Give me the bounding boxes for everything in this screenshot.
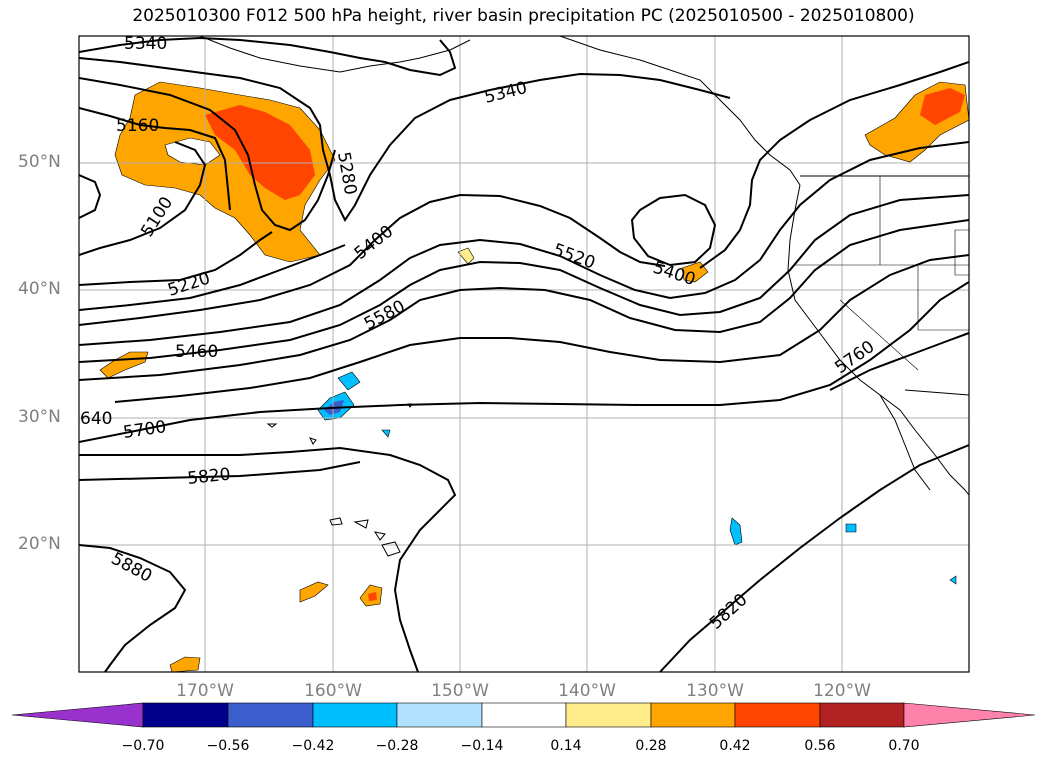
- colorbar: [11, 702, 1036, 728]
- contour-5280: [79, 77, 336, 232]
- contour-5220: [79, 231, 273, 286]
- island-hawaii-1: [329, 517, 343, 526]
- coast-baja: [879, 394, 931, 491]
- island-small-2: [266, 423, 278, 428]
- contour-5340-arc: [79, 57, 731, 222]
- precip-region-south: [169, 656, 201, 672]
- contour-5400-low: [630, 193, 717, 267]
- colorbar-segment: [312, 702, 398, 728]
- lon-label-120w: 120°W: [813, 681, 871, 701]
- coast-alaska: [199, 36, 801, 186]
- lon-label-170w: 170°W: [176, 681, 234, 701]
- contour-5340-north: [79, 36, 457, 77]
- contour-label: 640: [80, 409, 112, 429]
- colorbar-tick: 0.42: [719, 738, 751, 754]
- colorbar-segment: [396, 702, 483, 728]
- contour-5160: [79, 107, 231, 211]
- contour-5580: [79, 219, 969, 381]
- map-frame: [78, 35, 970, 673]
- colorbar-segment: [565, 702, 652, 728]
- contour-5280-b: [79, 244, 346, 311]
- colorbar-segment: [650, 702, 736, 728]
- colorbar-tick: −0.56: [206, 738, 250, 754]
- precip-core-hawaii: [368, 592, 377, 601]
- colorbar-extend-right: [903, 702, 1036, 728]
- precip-neg-small-2: [949, 575, 957, 585]
- colorbar-tick: 0.56: [804, 738, 836, 754]
- colorbar-tick: 0.14: [550, 738, 582, 754]
- lat-label-30n: 30°N: [18, 407, 61, 427]
- colorbar-extend-left: [11, 702, 144, 728]
- colorbar-tick: 0.28: [635, 738, 667, 754]
- contour-5400-east: [699, 61, 969, 269]
- contour-5820-west: [79, 461, 361, 481]
- contour-5400-west: [79, 193, 666, 326]
- colorbar-segment: [227, 702, 314, 728]
- lon-label-130w: 130°W: [686, 681, 744, 701]
- precip-region-central: [457, 247, 475, 265]
- height-contours: [79, 36, 969, 672]
- contour-5760-east: [829, 332, 969, 391]
- coast-north-america: [787, 184, 969, 496]
- lon-label-160w: 160°W: [304, 681, 362, 701]
- contour-5460: [79, 141, 969, 346]
- lat-label-20n: 20°N: [18, 534, 61, 554]
- colorbar-segment: [142, 702, 229, 728]
- lon-label-150w: 150°W: [431, 681, 489, 701]
- colorbar-tick: −0.70: [121, 738, 165, 754]
- precip-neg-central-north: [337, 371, 361, 391]
- island-hawaii-2: [353, 519, 369, 529]
- precip-region-hawaii-west: [299, 581, 329, 603]
- lat-label-50n: 50°N: [18, 152, 61, 172]
- colorbar-segment: [819, 702, 905, 728]
- contour-5640: [114, 254, 969, 403]
- contour-5820-east: [659, 444, 969, 672]
- contour-5880: [79, 544, 187, 672]
- contour-5760: [79, 446, 457, 672]
- contour-5100: [79, 174, 102, 219]
- contour-5700: [79, 281, 969, 443]
- colorbar-tick: −0.42: [291, 738, 335, 754]
- precip-hole-white: [164, 137, 221, 166]
- contour-label: 5820: [186, 465, 231, 489]
- state-borders: [795, 176, 969, 371]
- colorbar-tick: −0.14: [460, 738, 504, 754]
- border-us-mexico: [904, 389, 969, 396]
- precip-neg-east: [729, 517, 743, 546]
- island-hawaii-3: [373, 531, 386, 541]
- contour-label: 5460: [175, 342, 218, 362]
- colorbar-tick: 0.70: [888, 738, 920, 754]
- contour-5520: [79, 194, 969, 363]
- colorbar-segment: [734, 702, 821, 728]
- precip-neg-east-small: [845, 523, 857, 533]
- island-hawaii-4: [381, 541, 401, 557]
- lat-label-40n: 40°N: [18, 279, 61, 299]
- contour-label: 5340: [124, 34, 167, 54]
- graticule: [79, 36, 969, 672]
- precip-core-ne: [920, 88, 965, 125]
- map-title: 2025010300 F012 500 hPa height, river ba…: [132, 6, 915, 26]
- lon-label-140w: 140°W: [558, 681, 616, 701]
- island-small: [309, 437, 317, 445]
- colorbar-segment: [481, 702, 567, 728]
- colorbar-tick: −0.28: [375, 738, 419, 754]
- contour-label: 5160: [116, 116, 159, 136]
- coastlines: [199, 36, 969, 557]
- precip-neg-small-1: [381, 429, 391, 438]
- contour-5160-b: [79, 141, 207, 256]
- map-area: 5340 5340 5160 5100 5280 5220 5400 5400 …: [79, 34, 969, 672]
